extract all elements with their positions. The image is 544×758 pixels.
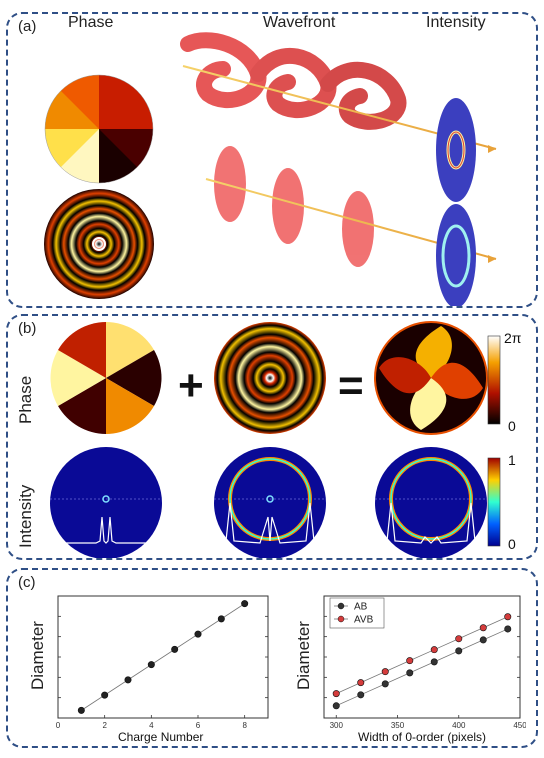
chart-2-point	[430, 658, 438, 666]
helical-wavefront	[180, 32, 407, 130]
panel-a: (a) Phase Wavefront Intensity	[6, 12, 538, 308]
chart-2-point	[479, 624, 487, 632]
concentric-phase-disk	[44, 189, 154, 299]
chart-1-point	[101, 691, 109, 699]
phase-colorbar	[487, 335, 501, 425]
chart-1-xtick-label: 0	[56, 721, 61, 730]
intensity-column-header: Intensity	[426, 14, 486, 31]
chart-2-point	[332, 690, 340, 698]
chart-2-point	[455, 647, 463, 655]
chart-1-point	[217, 615, 225, 623]
phase-colorbar-min: 0	[508, 418, 516, 434]
chart-2-legend-label: AVB	[354, 615, 374, 626]
chart-2-point	[357, 679, 365, 687]
chart-2-xtick-label: 450	[513, 721, 526, 730]
chart-2-fit-line-1	[336, 616, 508, 694]
chart-charge-number: 0 2 4 6 8	[56, 595, 269, 730]
cropped-bottom-strip	[0, 750, 544, 758]
chart-2-xtick-label: 350	[391, 721, 405, 730]
chart-2-point	[504, 625, 512, 633]
concentric-phase-disk-b	[214, 322, 326, 434]
chart-2-xtick-label: 400	[452, 721, 466, 730]
spiral-phase-disk	[44, 74, 154, 184]
plus-operator: +	[178, 361, 204, 410]
chart-2-xlabel: Width of 0-order (pixels)	[358, 730, 487, 744]
chart-2-legend-marker	[337, 602, 345, 610]
panel-c-label: (c)	[18, 574, 36, 591]
chart-2-xtick-label: 300	[330, 721, 344, 730]
chart-2-point	[504, 613, 512, 621]
chart-2-point	[430, 646, 438, 654]
chart-2-legend-marker	[337, 615, 345, 623]
chart-2-point	[406, 669, 414, 677]
chart-2-point	[332, 702, 340, 710]
intensity-colorbar	[487, 457, 501, 547]
chart-1-point	[124, 676, 132, 684]
intensity-colorbar-min: 0	[508, 536, 516, 552]
intensity-disk-3	[374, 447, 488, 558]
chart-2-point	[406, 657, 414, 665]
chart-2-point	[455, 635, 463, 643]
chart-2-point	[381, 668, 389, 676]
panel-a-graphics	[44, 32, 497, 306]
intensity-disk-2	[213, 447, 327, 558]
chart-2-legend-box	[329, 597, 385, 629]
chart-2-ylabel: Diameter	[294, 621, 313, 690]
swirl-phase-disk	[374, 321, 488, 435]
chart-2-legend-label: AB	[354, 602, 368, 613]
chart-2-point	[357, 691, 365, 699]
intensity-colorbar-max: 1	[508, 452, 516, 468]
wavefront-column-header: Wavefront	[263, 14, 336, 31]
panel-b: (b) Phase Intensity + = 2π 0 1 0	[6, 314, 538, 560]
panel-a-label: (a)	[18, 18, 37, 35]
chart-1-point	[77, 706, 85, 714]
panel-c: (c) Diameter Charge Number 0 2 4 6 8 Diamete…	[6, 568, 538, 748]
equals-operator: =	[338, 361, 364, 410]
chart-1-point	[147, 661, 155, 669]
chart-1-xtick-label: 8	[242, 721, 247, 730]
plane-wavefront	[214, 146, 374, 267]
chart-1-xlabel: Charge Number	[118, 730, 204, 744]
panel-b-graphics	[50, 321, 501, 558]
chart-1-fit-line-0	[81, 603, 245, 711]
intensity-disk-1	[50, 447, 162, 558]
chart-1-xtick-label: 4	[149, 721, 154, 730]
chart-width-0-order: 300 350 400 450 AB AVB	[323, 595, 526, 730]
chart-1-point	[194, 630, 202, 638]
intensity-disk-vortex	[436, 98, 476, 202]
phase-column-header: Phase	[68, 14, 114, 31]
chart-1-ylabel: Diameter	[28, 621, 47, 690]
chart-1-xtick-label: 6	[196, 721, 201, 730]
chart-1-point	[241, 600, 249, 608]
chart-2-point	[381, 680, 389, 688]
intensity-disk-ring	[436, 204, 476, 306]
chart-2-fit-line-0	[336, 628, 508, 707]
panel-b-label: (b)	[18, 320, 37, 337]
chart-1-point	[171, 645, 179, 653]
sector-phase-disk	[50, 322, 162, 434]
chart-2-point	[479, 636, 487, 644]
phase-colorbar-max: 2π	[504, 330, 522, 346]
chart-1-xtick-label: 2	[102, 721, 107, 730]
